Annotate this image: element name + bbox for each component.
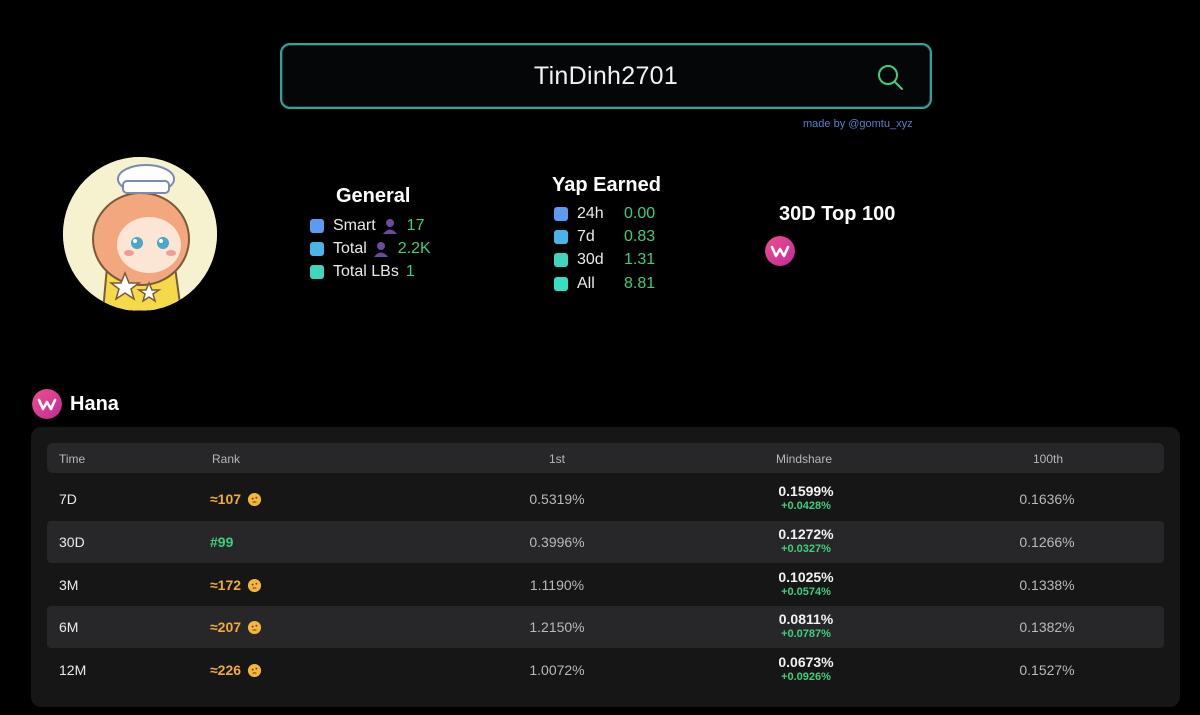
- yap-row-7d: 7d 0.83: [554, 227, 655, 247]
- yap-all-label: All: [577, 275, 595, 292]
- header-mindshare: Mindshare: [776, 452, 833, 466]
- yap-title: Yap Earned: [552, 174, 661, 196]
- mindshare-table: Time Rank 1st Mindshare 100th 7D ≈107 0.…: [31, 427, 1180, 707]
- header-rank: Rank: [212, 452, 241, 466]
- yap-7d-dot: [554, 230, 568, 244]
- row-time: 3M: [59, 577, 79, 593]
- thinking-face-icon: [247, 663, 262, 677]
- rank-value: ≈226: [210, 662, 242, 678]
- table-row: 3M ≈172 1.1190% 0.1025% +0.0574% 0.1338%: [47, 564, 1164, 606]
- smart-label: Smart: [333, 217, 376, 234]
- person-icon: [382, 219, 397, 234]
- general-title: General: [336, 185, 411, 207]
- general-row-total: Total 2.2K: [310, 239, 431, 259]
- hana-logo-icon: [32, 389, 62, 419]
- row-rank: ≈107: [210, 491, 262, 507]
- thinking-face-icon: [247, 492, 262, 506]
- row-first: 0.5319%: [529, 491, 585, 507]
- yap-30d-value: 1.31: [624, 251, 656, 268]
- yap-7d-value: 0.83: [624, 228, 656, 245]
- header-first: 1st: [549, 452, 566, 466]
- row-mindshare: 0.1025% +0.0574%: [765, 569, 847, 598]
- row-rank: ≈172: [210, 577, 262, 593]
- row-hundredth: 0.1527%: [1019, 662, 1075, 678]
- row-first: 1.1190%: [529, 577, 585, 593]
- table-row: 30D #99 0.3996% 0.1272% +0.0327% 0.1266%: [47, 521, 1164, 563]
- mindshare-value: 0.0673%: [778, 654, 834, 670]
- yap-row-30d: 30d 1.31: [554, 250, 655, 270]
- yap-24h-value: 0.00: [624, 205, 656, 222]
- mindshare-value: 0.1599%: [778, 483, 834, 499]
- person-icon: [373, 242, 388, 257]
- total-label: Total: [333, 240, 367, 257]
- total-lbs-dot: [310, 265, 324, 279]
- header-time: Time: [59, 452, 86, 466]
- yap-30d-dot: [554, 253, 568, 267]
- row-rank: ≈207: [210, 619, 262, 635]
- total-dot: [310, 242, 324, 256]
- search-bar[interactable]: TinDinh2701: [280, 43, 932, 109]
- row-rank: #99: [210, 534, 233, 550]
- search-input[interactable]: TinDinh2701: [533, 61, 679, 90]
- yap-30d-label: 30d: [577, 251, 604, 268]
- general-row-smart: Smart 17: [310, 216, 424, 236]
- header-hundredth: 100th: [1033, 452, 1064, 466]
- yap-7d-label: 7d: [577, 228, 595, 245]
- thinking-face-icon: [247, 578, 262, 592]
- mindshare-value: 0.1272%: [778, 526, 834, 542]
- mindshare-delta: +0.0574%: [781, 586, 831, 598]
- row-rank: ≈226: [210, 662, 262, 678]
- rank-value: #99: [210, 534, 234, 550]
- row-hundredth: 0.1266%: [1019, 534, 1075, 550]
- avatar: [63, 157, 217, 311]
- yap-24h-label: 24h: [577, 205, 604, 222]
- table-header: Time Rank 1st Mindshare 100th: [47, 443, 1164, 473]
- rank-value: ≈107: [210, 491, 242, 507]
- mindshare-delta: +0.0428%: [781, 500, 831, 512]
- top100-title: 30D Top 100: [779, 203, 896, 225]
- yap-all-value: 8.81: [624, 275, 656, 292]
- mindshare-delta: +0.0787%: [781, 628, 831, 640]
- hana-logo-icon[interactable]: [765, 236, 795, 266]
- row-first: 0.3996%: [529, 534, 585, 550]
- mindshare-delta: +0.0327%: [781, 543, 831, 555]
- row-time: 7D: [59, 491, 77, 507]
- row-mindshare: 0.0673% +0.0926%: [765, 654, 847, 683]
- smart-value: 17: [406, 217, 425, 234]
- section-title: Hana: [70, 393, 119, 415]
- row-hundredth: 0.1636%: [1019, 491, 1075, 507]
- general-row-total-lbs: Total LBs 1: [310, 262, 415, 282]
- row-time: 6M: [59, 619, 79, 635]
- row-mindshare: 0.1272% +0.0327%: [765, 526, 847, 555]
- rank-value: ≈207: [210, 619, 242, 635]
- smart-dot: [310, 219, 324, 233]
- rank-value: ≈172: [210, 577, 242, 593]
- total-lbs-label: Total LBs: [333, 263, 399, 280]
- search-icon[interactable]: [876, 63, 904, 91]
- row-time: 12M: [59, 662, 87, 678]
- row-hundredth: 0.1382%: [1019, 619, 1075, 635]
- table-row: 12M ≈226 1.0072% 0.0673% +0.0926% 0.1527…: [47, 649, 1164, 691]
- yap-all-dot: [554, 277, 568, 291]
- row-time: 30D: [59, 534, 85, 550]
- mindshare-value: 0.0811%: [778, 611, 834, 627]
- yap-row-all: All 8.81: [554, 274, 655, 294]
- mindshare-value: 0.1025%: [778, 569, 834, 585]
- yap-24h-dot: [554, 207, 568, 221]
- row-mindshare: 0.1599% +0.0428%: [765, 483, 847, 512]
- row-mindshare: 0.0811% +0.0787%: [765, 611, 847, 640]
- row-hundredth: 0.1338%: [1019, 577, 1075, 593]
- mindshare-delta: +0.0926%: [781, 671, 831, 683]
- total-lbs-value: 1: [405, 263, 415, 280]
- row-first: 1.0072%: [529, 662, 585, 678]
- table-row: 6M ≈207 1.2150% 0.0811% +0.0787% 0.1382%: [47, 606, 1164, 648]
- table-row: 7D ≈107 0.5319% 0.1599% +0.0428% 0.1636%: [47, 478, 1164, 520]
- total-value: 2.2K: [397, 240, 431, 257]
- yap-row-24h: 24h 0.00: [554, 204, 655, 224]
- credit-link[interactable]: made by @gomtu_xyz: [803, 118, 913, 130]
- thinking-face-icon: [247, 620, 262, 634]
- row-first: 1.2150%: [529, 619, 585, 635]
